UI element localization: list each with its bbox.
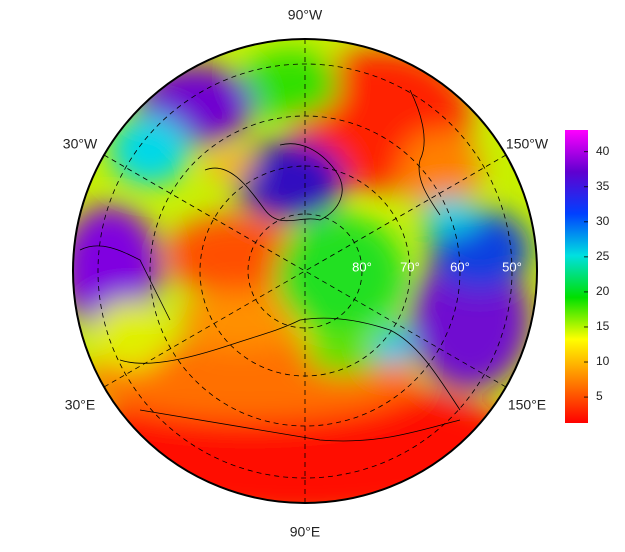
colorbar: 5 10 15 20 25 30 35 40 [565, 130, 610, 423]
colorbar-tick-label: 10 [596, 354, 610, 368]
latitude-label: 50° [502, 259, 522, 274]
map-border [72, 38, 538, 504]
colorbar-tick-label: 35 [596, 179, 610, 193]
colorbar-tick-label: 25 [596, 249, 610, 263]
latitude-label: 80° [352, 259, 372, 274]
longitude-label: 30°W [63, 136, 98, 152]
colorbar-tick-label: 20 [596, 284, 610, 298]
colorbar-tick-label: 15 [596, 319, 610, 333]
longitude-label: 90°W [288, 7, 323, 23]
latitude-label: 70° [400, 259, 420, 274]
coastlines [79, 89, 461, 442]
colorbar-tick-label: 30 [596, 214, 610, 228]
colorbar-scale [565, 130, 588, 423]
field [73, 39, 537, 503]
longitude-label: 150°E [508, 397, 546, 413]
colorbar-tick-label: 40 [596, 144, 610, 158]
graticule [97, 39, 513, 503]
colorbar-tick-label: 5 [596, 389, 603, 403]
longitude-label: 30°E [65, 397, 96, 413]
latitude-label: 60° [450, 259, 470, 274]
longitude-label: 150°W [506, 136, 549, 152]
longitude-label: 90°E [290, 524, 321, 540]
